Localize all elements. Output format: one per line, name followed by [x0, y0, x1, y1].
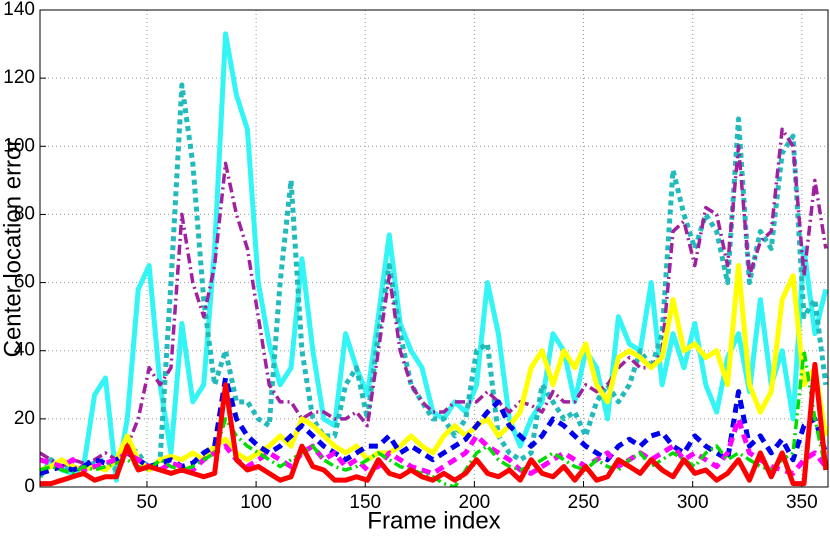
- x-tick-label: 100: [240, 492, 272, 513]
- series-line: [40, 127, 828, 469]
- y-tick-label: 0: [24, 476, 35, 497]
- tick-labels: 0 20 40 60 80 100 120 140 50 100 150 200 250 300 350: [3, 0, 817, 513]
- y-tick-label: 120: [3, 67, 35, 88]
- x-tick-label: 250: [568, 492, 600, 513]
- axes-box: [39, 9, 829, 488]
- y-tick-label: 140: [3, 0, 35, 20]
- x-tick-label: 300: [677, 492, 709, 513]
- series-line: [40, 375, 828, 476]
- series-line: [40, 348, 828, 487]
- x-tick-label: 200: [459, 492, 491, 513]
- x-axis-label: Frame index: [367, 507, 500, 534]
- series-line: [40, 263, 828, 473]
- series-line: [40, 361, 828, 487]
- x-tick-label: 50: [136, 492, 157, 513]
- x-tick-label: 350: [786, 492, 818, 513]
- series-line: [40, 31, 828, 483]
- x-tick-label: 150: [349, 492, 381, 513]
- plot-area: [40, 31, 828, 487]
- series-line: [40, 82, 828, 479]
- y-axis-label: Center location error: [0, 139, 26, 358]
- y-tick-label: 20: [14, 408, 35, 429]
- y-tick-label: 40: [14, 340, 35, 361]
- y-tick-label: 100: [3, 135, 35, 156]
- y-tick-label: 60: [14, 272, 35, 293]
- y-tick-label: 80: [14, 203, 35, 224]
